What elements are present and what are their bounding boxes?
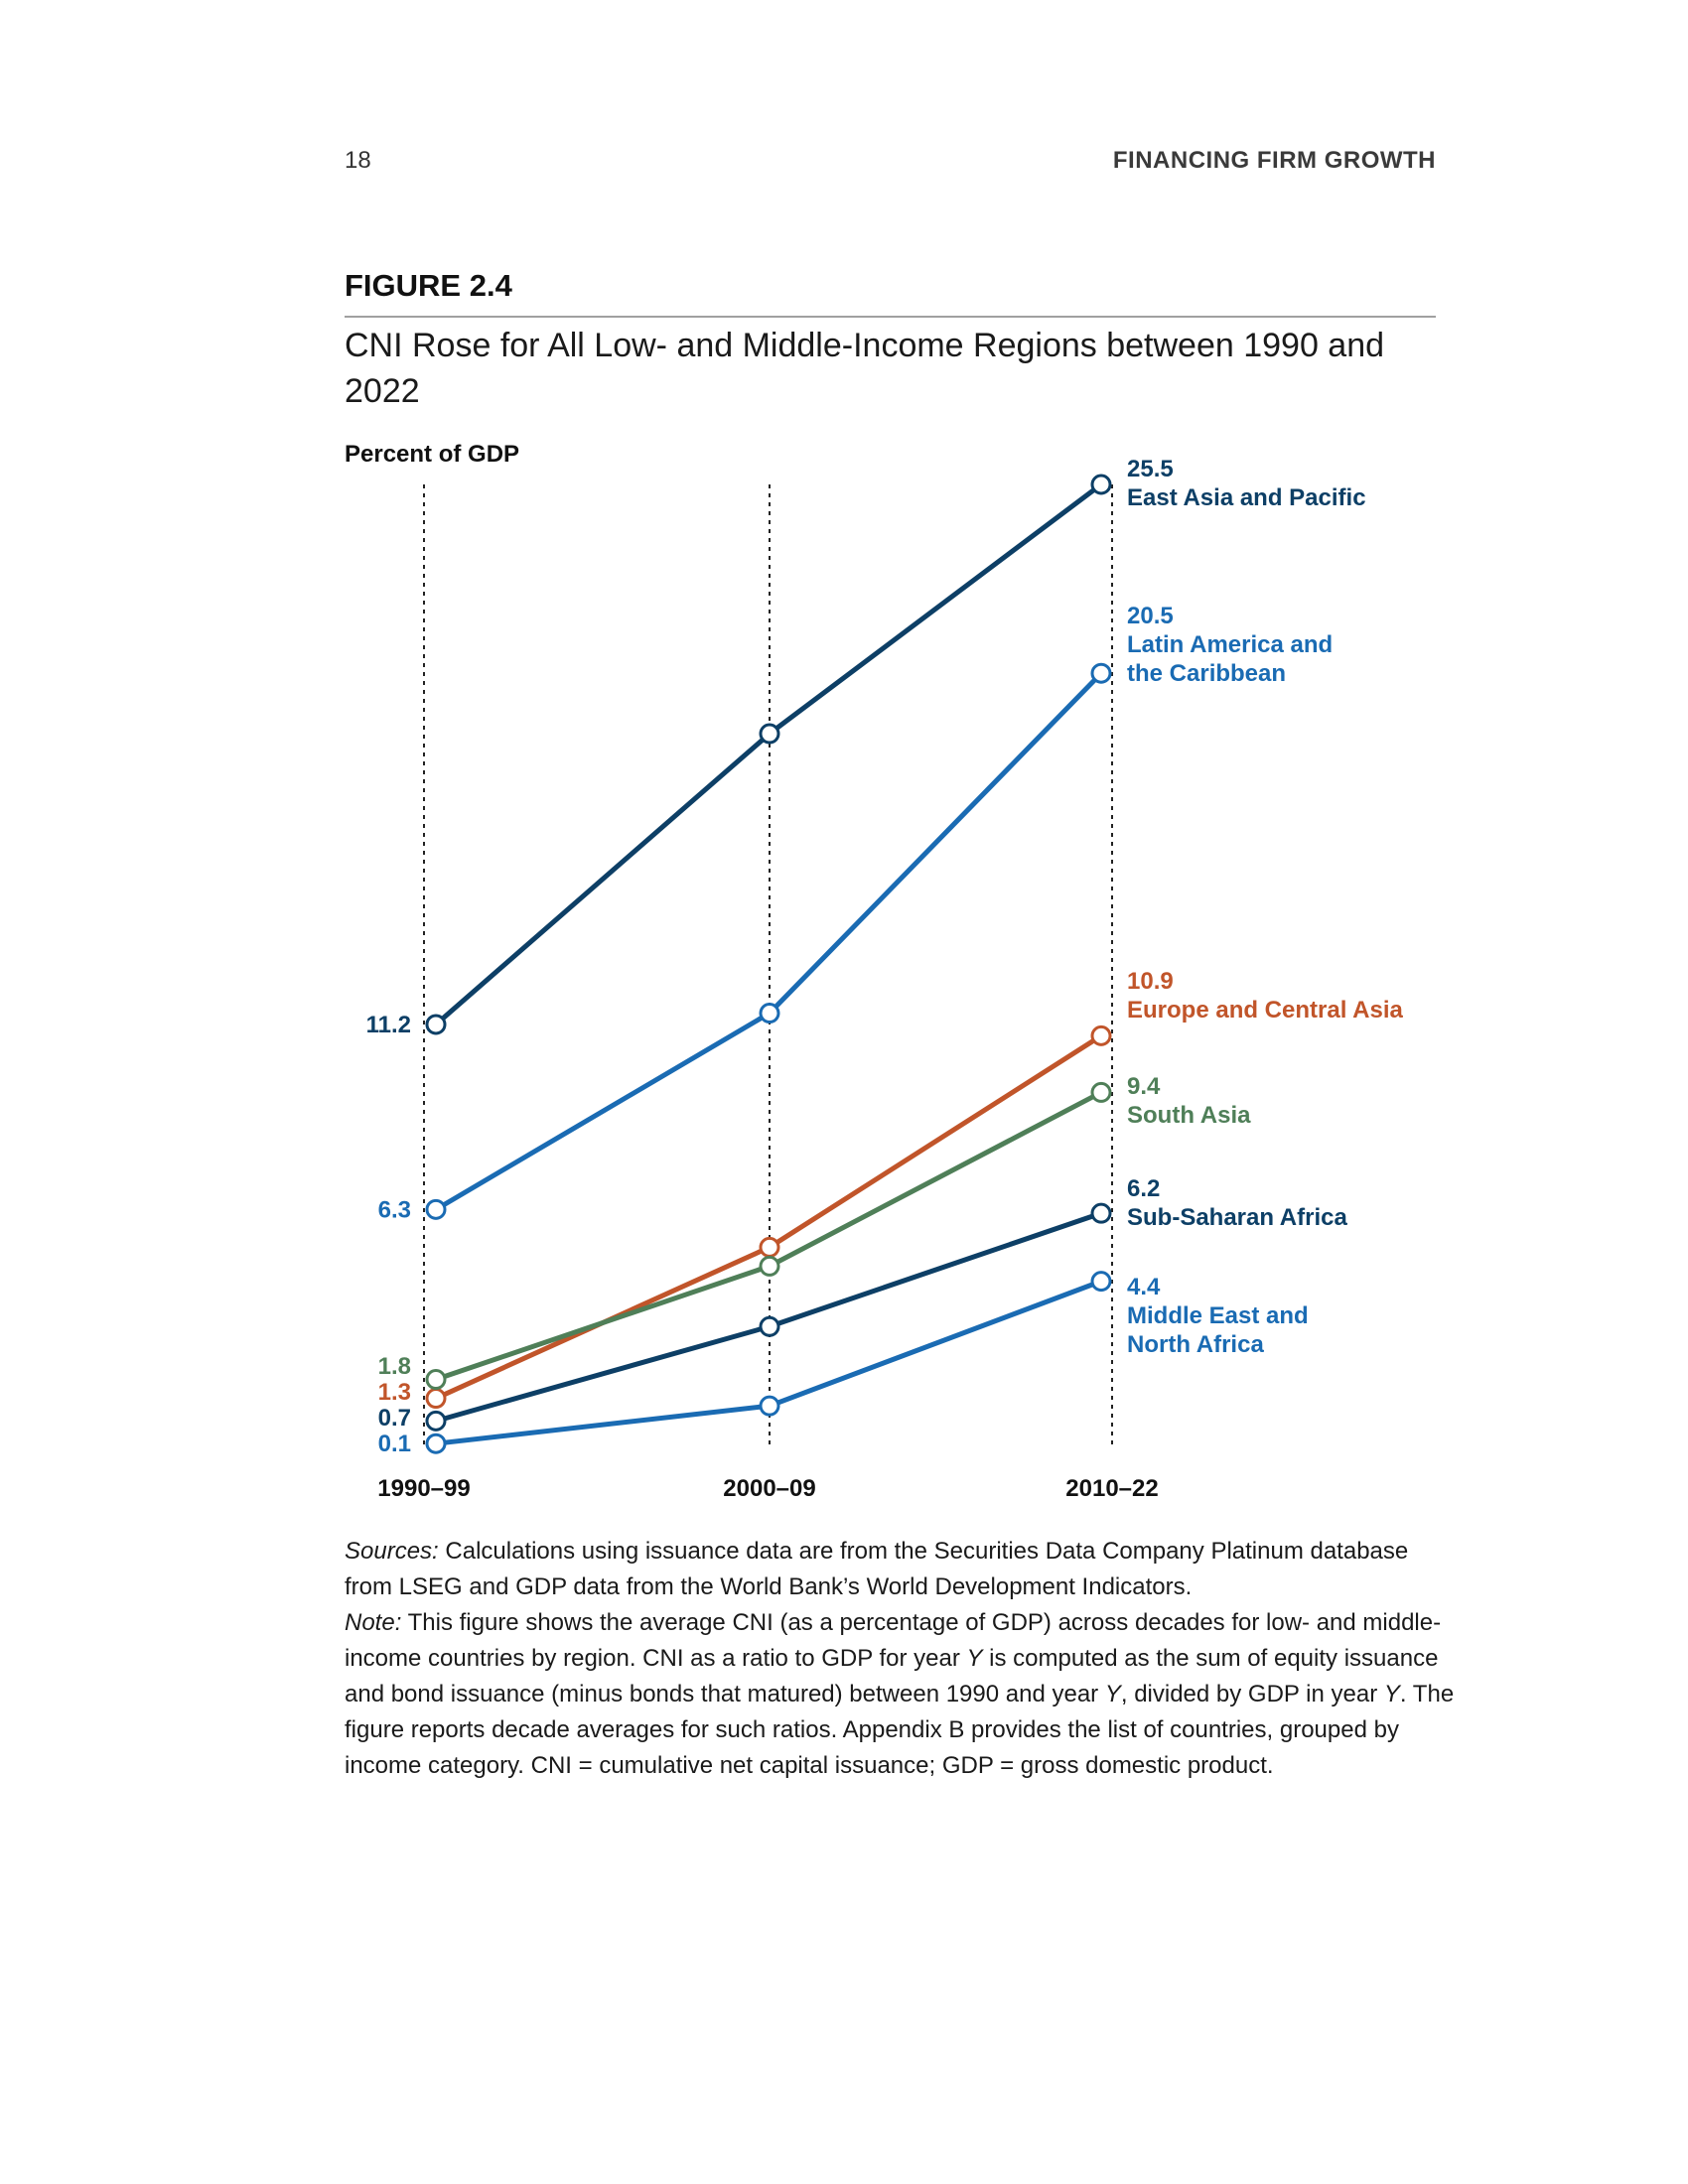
figure-rule [345,316,1436,318]
data-point [1090,1271,1112,1293]
data-label: 10.9 [1127,968,1174,995]
x-tick-label: 2010–22 [1065,1475,1158,1502]
data-label: 1.8 [378,1353,411,1380]
data-label: 0.1 [378,1431,411,1457]
series-name-label: Middle East and [1127,1302,1309,1329]
data-point [759,1255,780,1277]
data-label: 4.4 [1127,1274,1161,1300]
series-name-label: Latin America and [1127,631,1333,658]
data-point [1090,662,1112,684]
data-point [425,1388,447,1410]
series-name-label: Sub-Saharan Africa [1127,1204,1347,1231]
data-point [1090,1024,1112,1046]
chart-svg: Percent of GDP 1990–99 2000–09 2010–22 11.2 6… [345,441,1403,1502]
figure-label: FIGURE 2.4 [345,268,512,303]
sources-note: Sources: Calculations using issuance dat… [345,1534,1457,1605]
data-point [425,1433,447,1454]
sources-text: Calculations using issuance data are fro… [345,1538,1409,1600]
data-point [425,1410,447,1432]
data-point [759,723,780,745]
data-label: 6.2 [1127,1175,1160,1202]
x-tick-label: 1990–99 [377,1475,470,1502]
data-point [759,1315,780,1337]
data-point [1090,474,1112,495]
data-label: 0.7 [378,1405,411,1432]
note: Note: This figure shows the average CNI … [345,1605,1457,1784]
figure-notes: Sources: Calculations using issuance dat… [345,1534,1457,1784]
note-text-3: , divided by GDP in year [1120,1681,1384,1707]
data-label: 11.2 [366,1012,411,1038]
series-name-label: North Africa [1127,1331,1264,1358]
data-point [1090,1081,1112,1103]
note-var-3: Y [1383,1681,1400,1707]
series-name-label: the Caribbean [1127,660,1286,687]
note-label: Note: [345,1609,402,1636]
y-axis-label: Percent of GDP [345,441,519,468]
running-head: FINANCING FIRM GROWTH [1112,147,1436,174]
page-number: 18 [345,147,371,174]
note-text-1: This figure shows the average CNI (as a … [345,1609,1442,1672]
data-point [1090,1202,1112,1224]
data-point [425,1014,447,1035]
chart: Percent of GDP 1990–99 2000–09 2010–22 11.2 6… [345,441,1403,1502]
data-point [759,1003,780,1024]
data-point [759,1236,780,1258]
note-text-2: is computed as the sum of equity issuanc… [345,1645,1439,1707]
data-point [759,1395,780,1417]
data-label: 20.5 [1127,603,1174,629]
series-name-label: East Asia and Pacific [1127,484,1366,511]
data-point [425,1369,447,1391]
data-point [425,1198,447,1220]
x-tick-label: 2000–09 [723,1475,815,1502]
series-name-label: South Asia [1127,1102,1251,1129]
note-text-4: . The figure reports decade averages for… [345,1681,1455,1779]
data-label: 25.5 [1127,456,1174,482]
note-var-2: Y [1104,1681,1121,1707]
data-label: 6.3 [378,1196,411,1223]
data-label: 1.3 [378,1379,411,1406]
figure-title: CNI Rose for All Low- and Middle-Income … [345,327,1385,410]
data-label: 9.4 [1127,1073,1161,1100]
series-name-label: Europe and Central Asia [1127,997,1403,1024]
sources-label: Sources: [345,1538,439,1565]
note-var-1: Y [966,1645,983,1672]
